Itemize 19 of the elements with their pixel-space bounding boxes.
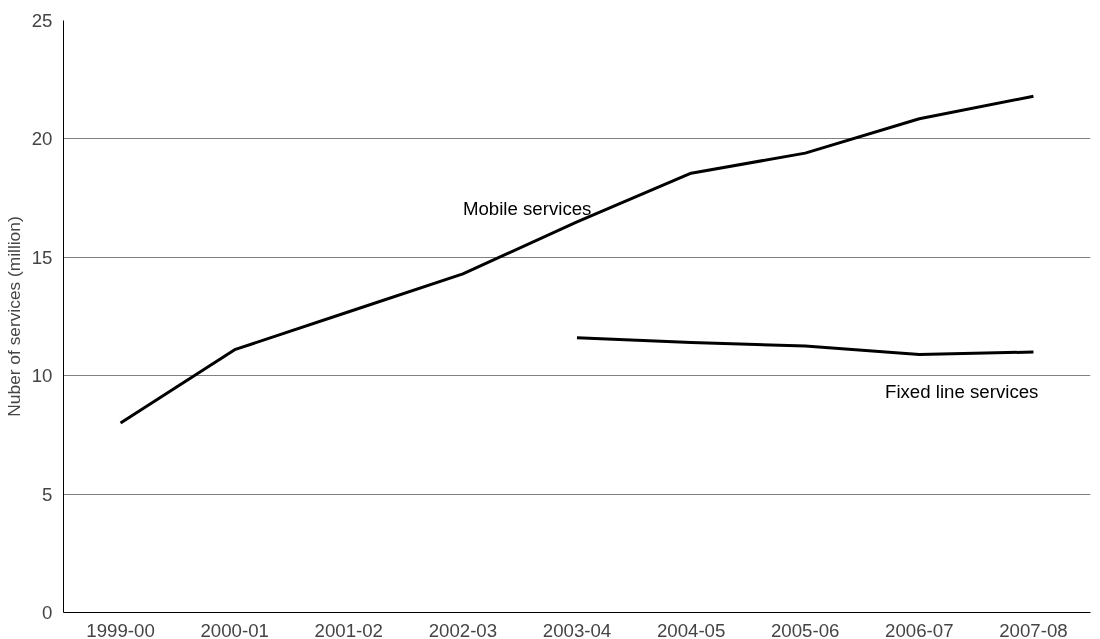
x-tick-label: 2000-01	[200, 619, 269, 639]
x-tick-label: 1999-00	[86, 619, 155, 639]
y-tick-label: 0	[42, 602, 53, 623]
x-tick-label: 2005-06	[770, 619, 840, 639]
series-label: Fixed line services	[884, 381, 1039, 403]
x-tick-label: 2002-03	[428, 619, 498, 639]
x-tick-label: 2006-07	[885, 619, 954, 639]
y-tick-label: 10	[31, 365, 53, 387]
x-tick-label: 2001-02	[314, 619, 384, 639]
y-axis-title: Nuber of services (million)	[3, 216, 24, 417]
y-tick-label: 20	[31, 128, 53, 150]
x-tick-label: 2007-08	[999, 619, 1068, 639]
y-tick-label: 25	[31, 10, 53, 31]
x-tick-label: 2003-04	[542, 619, 612, 639]
x-tick-label: 2004-05	[656, 619, 726, 639]
y-tick-label: 15	[31, 246, 53, 268]
series-label: Mobile services	[462, 197, 592, 219]
line-series	[575, 336, 1035, 356]
y-tick-label: 5	[42, 483, 53, 505]
